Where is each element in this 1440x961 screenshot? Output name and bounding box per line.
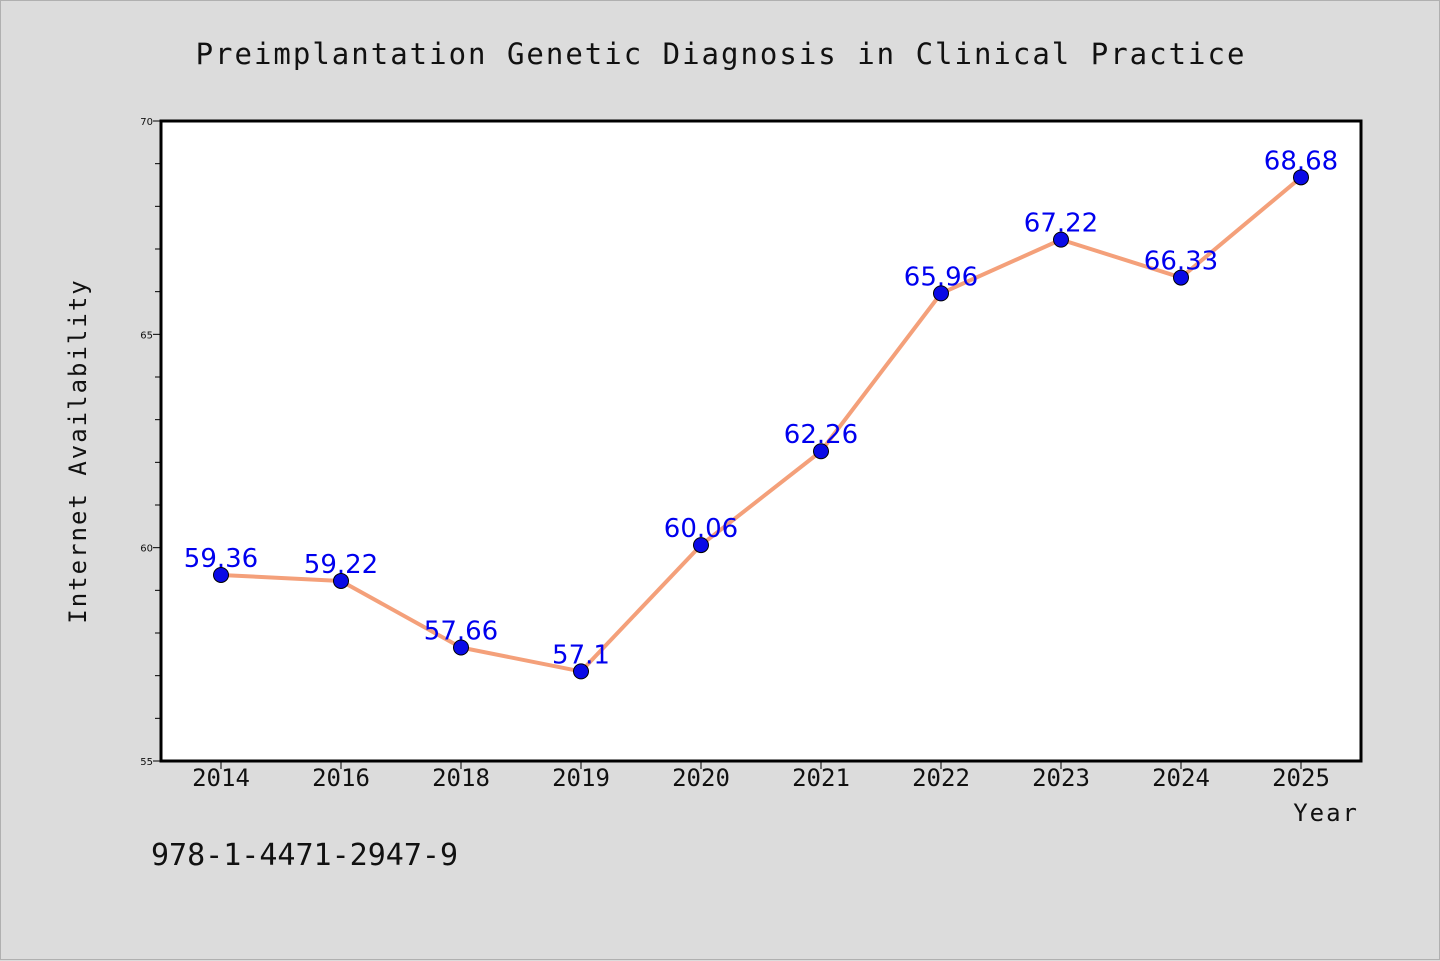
data-point [693, 537, 709, 554]
data-label: 68.68 [1264, 146, 1338, 176]
x-tick-label: 2014 [192, 764, 250, 792]
chart-title: Preimplantation Genetic Diagnosis in Cli… [196, 37, 1247, 71]
data-point [1293, 169, 1309, 186]
data-point [333, 572, 349, 589]
x-tick-label: 2020 [672, 764, 730, 792]
data-label: 66.33 [1144, 247, 1218, 277]
data-label: 59.36 [184, 544, 258, 574]
data-point [453, 639, 469, 656]
y-tick-label: 55 [140, 757, 153, 768]
data-point [813, 443, 829, 460]
data-label: 62.26 [784, 420, 858, 450]
x-tick-label: 2024 [1152, 764, 1210, 792]
x-tick-label: 2016 [312, 764, 370, 792]
data-label: 57.66 [424, 617, 498, 647]
x-axis: 2014 2016 2018 2019 2020 2021 2022 2023 2024 2025 [192, 761, 1330, 792]
y-axis: 55 60 65 70 [140, 117, 161, 768]
data-point [933, 285, 949, 302]
data-label: 57.1 [552, 640, 610, 670]
y-tick-label: 65 [140, 330, 153, 341]
data-labels: 59.36 59.22 57.66 57.1 60.06 62.26 65.96 67.22 6… [184, 146, 1338, 670]
y-tick-label: 70 [140, 117, 153, 128]
x-tick-label: 2021 [792, 764, 850, 792]
x-tick-label: 2022 [912, 764, 970, 792]
plot-area [159, 119, 1363, 763]
data-point [1053, 231, 1069, 248]
x-tick-label: 2019 [552, 764, 610, 792]
x-tick-label: 2018 [432, 764, 490, 792]
data-label: 60.06 [664, 514, 738, 544]
data-point [213, 566, 229, 583]
isbn-text: 978-1-4471-2947-9 [151, 838, 458, 873]
data-point [573, 663, 589, 680]
x-tick-label: 2023 [1032, 764, 1090, 792]
data-point [1173, 269, 1189, 286]
data-label: 65.96 [904, 262, 978, 292]
data-label: 59.22 [304, 550, 378, 580]
series-line [219, 175, 1303, 674]
y-tick-label: 60 [140, 544, 153, 555]
x-tick-label: 2025 [1272, 764, 1330, 792]
y-axis-label: Internet Availability [64, 278, 92, 623]
data-label: 67.22 [1024, 209, 1098, 239]
data-markers [213, 169, 1309, 680]
x-axis-label: Year [1293, 799, 1359, 827]
